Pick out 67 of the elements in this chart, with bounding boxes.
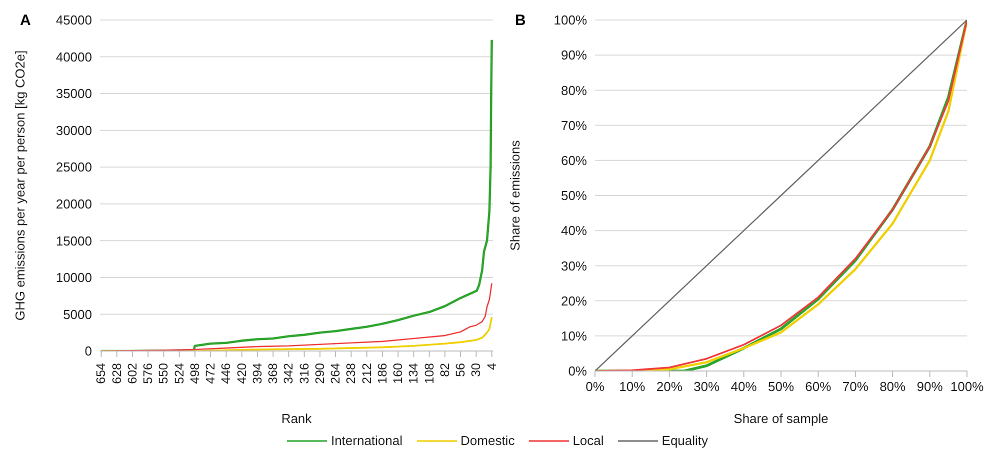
x-tick-label: 56 <box>454 362 468 377</box>
y-tick-label: 10000 <box>56 270 92 286</box>
x-tick-label: 20% <box>656 379 683 394</box>
y-axis-title: GHG emissions per year per person [kg CO2e] <box>12 50 28 321</box>
x-tick-label: 628 <box>110 362 124 384</box>
y-tick-label: 80% <box>560 82 588 98</box>
y-tick-label: 90% <box>560 48 588 63</box>
y-tick-label: 35000 <box>56 86 92 102</box>
y-tick-label: 40% <box>560 223 588 238</box>
x-tick-label: 100% <box>950 379 984 394</box>
x-tick-label: 60% <box>805 379 832 394</box>
legend-label: International <box>330 433 403 448</box>
y-tick-label: 20% <box>560 293 588 308</box>
x-tick-label: 0% <box>586 379 605 394</box>
legend-label: Domestic <box>460 433 515 448</box>
x-axis-title: Rank <box>281 411 312 426</box>
x-tick-label: 40% <box>730 379 758 394</box>
x-tick-label: 316 <box>297 362 312 384</box>
y-tick-label: 50% <box>560 188 588 204</box>
x-tick-label: 420 <box>234 362 249 384</box>
y-tick-label: 60% <box>560 153 588 168</box>
x-tick-label: 264 <box>328 362 343 384</box>
x-tick-label: 446 <box>219 362 234 384</box>
x-tick-label: 10% <box>619 379 646 394</box>
x-tick-label: 4 <box>484 362 499 370</box>
y-axis-title: Share of emissions <box>508 140 523 251</box>
y-tick-label: 15000 <box>56 233 92 248</box>
legend-label: Local <box>572 433 604 448</box>
y-tick-label: 45000 <box>56 12 92 28</box>
y-tick-label: 30% <box>560 258 588 274</box>
x-tick-label: 82 <box>438 362 452 377</box>
x-tick-label: 394 <box>250 362 264 384</box>
x-tick-label: 654 <box>94 362 108 384</box>
x-tick-label: 342 <box>282 362 296 384</box>
x-tick-label: 498 <box>188 362 202 384</box>
x-tick-label: 238 <box>344 362 358 384</box>
x-tick-label: 30 <box>469 362 484 377</box>
x-tick-label: 30% <box>694 379 720 394</box>
x-tick-label: 576 <box>141 362 156 384</box>
x-tick-label: 472 <box>204 362 218 384</box>
y-tick-label: 70% <box>560 118 588 133</box>
y-tick-label: 40000 <box>56 49 92 64</box>
x-tick-label: 108 <box>422 362 436 384</box>
y-tick-label: 5000 <box>63 306 92 322</box>
x-tick-label: 80% <box>880 379 906 394</box>
x-tick-label: 550 <box>156 362 171 384</box>
x-tick-label: 186 <box>375 362 390 384</box>
x-tick-label: 368 <box>266 362 280 384</box>
chart-title: A <box>20 12 31 29</box>
y-tick-label: 30000 <box>56 122 92 138</box>
y-tick-label: 25000 <box>56 160 92 175</box>
x-tick-label: 160 <box>391 362 406 384</box>
x-axis-title: Share of sample <box>734 411 828 426</box>
x-tick-label: 90% <box>916 379 944 394</box>
x-tick-label: 70% <box>842 379 869 394</box>
legend-label: Equality <box>662 433 708 448</box>
x-tick-label: 602 <box>125 362 140 384</box>
x-tick-label: 524 <box>172 362 186 384</box>
x-tick-label: 290 <box>312 362 327 384</box>
x-tick-label: 134 <box>406 362 421 384</box>
y-tick-label: 100% <box>554 12 588 28</box>
x-tick-label: 212 <box>360 362 374 384</box>
y-tick-label: 10% <box>560 328 588 344</box>
chart-title: B <box>515 12 526 29</box>
x-tick-label: 50% <box>768 379 794 394</box>
y-tick-label: 0 <box>84 344 92 359</box>
y-tick-label: 20000 <box>56 196 92 212</box>
